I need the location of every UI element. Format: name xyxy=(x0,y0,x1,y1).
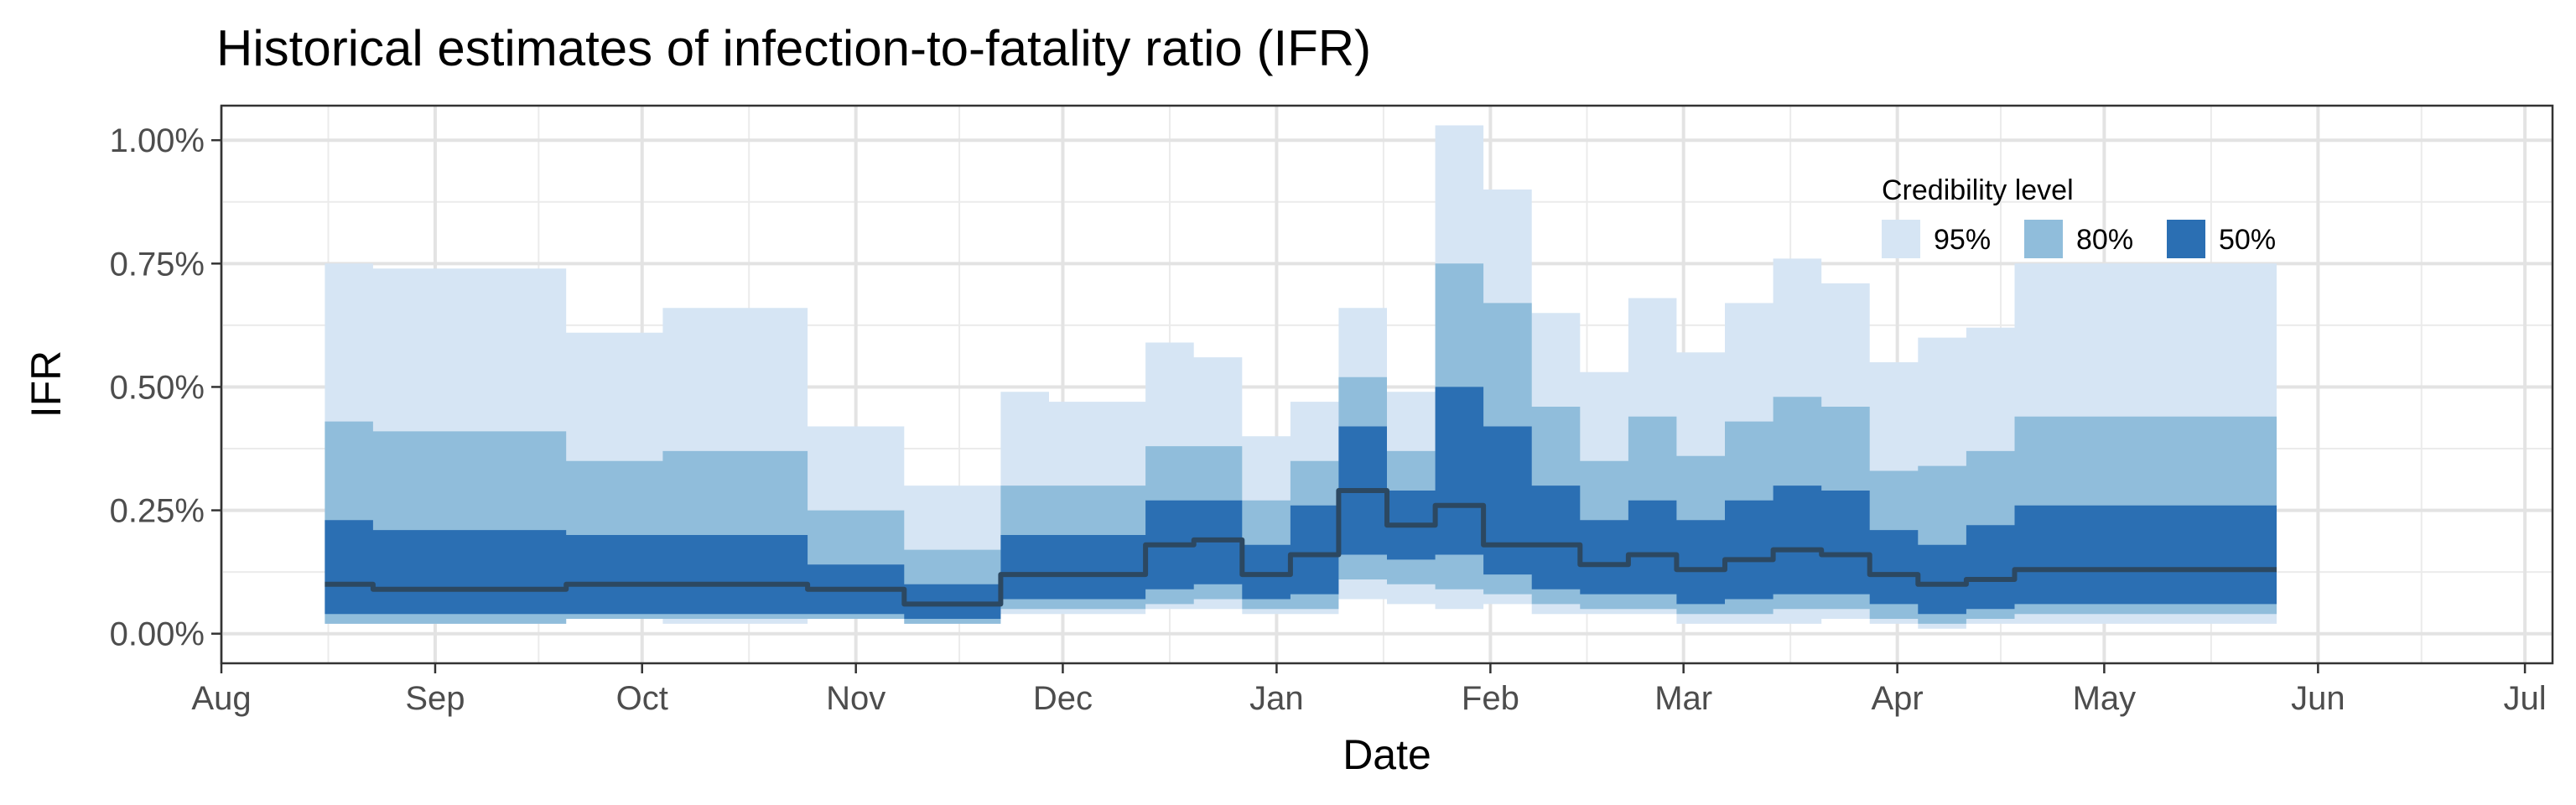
y-tick-label: 0.25% xyxy=(110,493,205,530)
legend: Credibility level 95% 80% 50% xyxy=(1882,174,2276,258)
chart-title: Historical estimates of infection-to-fat… xyxy=(216,20,1371,76)
x-axis: Aug Sep Oct Nov Dec Jan Feb Mar Apr May Jun Jul xyxy=(191,663,2547,717)
y-axis-title: IFR xyxy=(23,351,70,418)
credibility-bands xyxy=(325,125,2277,629)
x-tick-label: Feb xyxy=(1462,680,1519,717)
legend-key-95pct xyxy=(1882,220,1920,258)
y-axis: 0.00% 0.25% 0.50% 0.75% 1.00% xyxy=(110,122,221,653)
legend-key-50pct xyxy=(2167,220,2205,258)
x-tick-label: Oct xyxy=(616,680,668,717)
band-50pct xyxy=(325,387,2277,619)
x-tick-label: Mar xyxy=(1654,680,1712,717)
y-tick-label: 1.00% xyxy=(110,122,205,159)
x-tick-label: Sep xyxy=(405,680,465,717)
x-tick-label: Aug xyxy=(191,680,251,717)
x-axis-title: Date xyxy=(1343,731,1431,778)
legend-label: 80% xyxy=(2076,224,2133,256)
legend-items: 95% 80% 50% xyxy=(1882,220,2276,258)
x-tick-label: Jan xyxy=(1249,680,1304,717)
x-tick-label: Jun xyxy=(2291,680,2345,717)
x-tick-label: Dec xyxy=(1033,680,1093,717)
plot-panel-border xyxy=(220,104,2554,665)
legend-label: 50% xyxy=(2219,224,2276,256)
x-tick-label: Jul xyxy=(2504,680,2547,717)
median-line xyxy=(325,488,2277,607)
legend-title: Credibility level xyxy=(1882,174,2074,206)
y-tick-label: 0.00% xyxy=(110,616,205,653)
y-tick-label: 0.75% xyxy=(110,246,205,283)
legend-key-80pct xyxy=(2024,220,2063,258)
x-tick-label: Apr xyxy=(1872,680,1924,717)
legend-label: 95% xyxy=(1934,224,1991,256)
x-tick-label: Nov xyxy=(826,680,886,717)
plot-area xyxy=(220,104,2554,665)
median-series xyxy=(325,488,2277,607)
x-tick-label: May xyxy=(2073,680,2137,717)
y-tick-label: 0.50% xyxy=(110,369,205,406)
